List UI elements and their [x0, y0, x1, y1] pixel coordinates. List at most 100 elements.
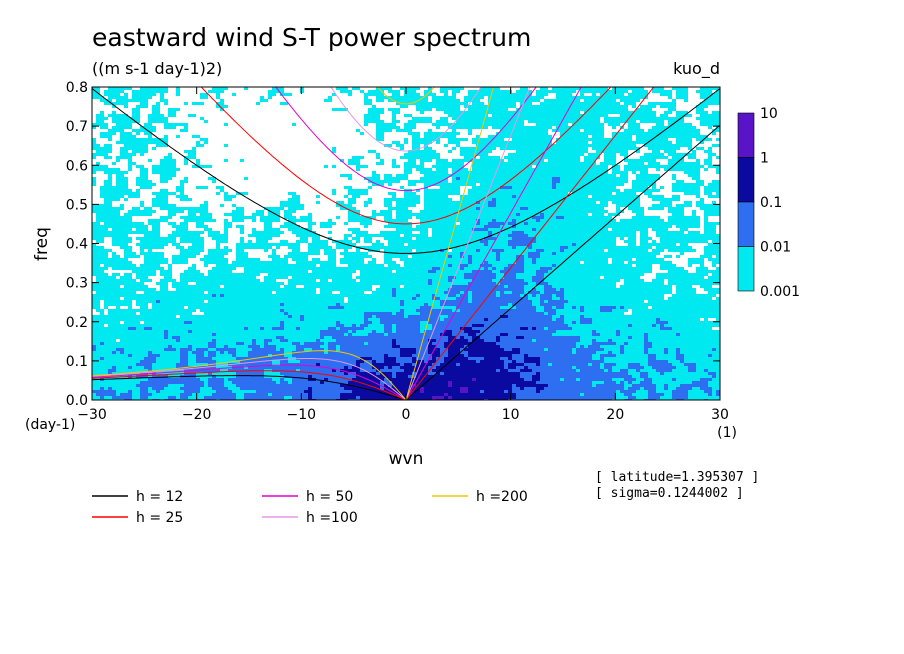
power-cell — [700, 105, 704, 108]
power-cell — [384, 174, 388, 177]
power-cell — [640, 231, 644, 234]
power-cell — [604, 216, 608, 219]
power-cell — [604, 159, 608, 162]
power-cell — [380, 162, 384, 165]
power-cell — [576, 216, 580, 219]
power-cell — [524, 105, 528, 108]
power-cell — [592, 120, 596, 123]
power-cell — [344, 90, 348, 93]
power-cell — [572, 198, 576, 201]
power-cell — [552, 147, 556, 150]
power-cell — [492, 222, 496, 225]
power-cell — [152, 108, 156, 111]
power-cell — [152, 114, 156, 117]
power-cell — [648, 156, 652, 159]
power-cell — [384, 234, 388, 237]
power-cell — [488, 93, 492, 96]
power-cell — [664, 156, 668, 159]
power-cell — [492, 162, 496, 165]
power-cell — [708, 243, 712, 246]
power-cell — [532, 171, 536, 174]
power-cell — [408, 201, 412, 204]
power-cell — [668, 201, 672, 204]
power-cell — [556, 192, 560, 195]
power-cell — [452, 123, 456, 126]
power-cell — [460, 222, 464, 225]
power-cell — [540, 180, 544, 183]
power-cell — [660, 156, 664, 159]
power-cell — [140, 96, 144, 99]
power-cell — [632, 90, 636, 93]
power-cell — [596, 168, 600, 171]
power-cell — [616, 150, 620, 153]
power-cell — [320, 243, 324, 246]
power-cell — [472, 99, 476, 102]
power-cell — [468, 201, 472, 204]
power-cell — [404, 207, 408, 210]
power-cell — [128, 189, 132, 192]
power-cell — [108, 210, 112, 213]
power-cell — [700, 135, 704, 138]
power-cell — [624, 132, 628, 135]
power-cell — [564, 234, 568, 237]
power-cell — [384, 177, 388, 180]
power-cell — [548, 171, 552, 174]
power-cell — [612, 231, 616, 234]
power-cell — [620, 222, 624, 225]
power-cell — [292, 243, 296, 246]
power-cell — [316, 237, 320, 240]
power-cell — [100, 168, 104, 171]
power-cell — [576, 102, 580, 105]
power-cell — [516, 201, 520, 204]
power-cell — [508, 234, 512, 237]
power-cell — [92, 165, 96, 168]
power-cell — [476, 93, 480, 96]
power-cell — [624, 222, 628, 225]
power-cell — [712, 213, 716, 216]
power-cell — [704, 204, 708, 207]
power-cell — [480, 195, 484, 198]
power-cell — [308, 213, 312, 216]
power-cell — [404, 129, 408, 132]
power-cell — [716, 156, 720, 159]
power-cell — [616, 132, 620, 135]
power-cell — [628, 240, 632, 243]
power-cell — [592, 222, 596, 225]
power-cell — [116, 186, 120, 189]
power-cell — [492, 90, 496, 93]
power-cell — [576, 243, 580, 246]
power-cell — [428, 198, 432, 201]
power-cell — [704, 231, 708, 234]
power-cell — [520, 108, 524, 111]
power-cell — [108, 195, 112, 198]
power-cell — [540, 132, 544, 135]
power-cell — [164, 99, 168, 102]
power-cell — [492, 213, 496, 216]
power-cell — [688, 126, 692, 129]
power-cell — [508, 219, 512, 222]
power-cell — [620, 114, 624, 117]
power-cell — [632, 228, 636, 231]
power-cell — [572, 171, 576, 174]
power-cell — [520, 93, 524, 96]
power-cell — [348, 219, 352, 222]
power-cell — [408, 243, 412, 246]
power-cell — [652, 105, 656, 108]
power-cell — [524, 114, 528, 117]
power-cell — [288, 93, 292, 96]
power-cell — [252, 216, 256, 219]
power-cell — [660, 228, 664, 231]
power-cell — [648, 195, 652, 198]
power-cell — [492, 102, 496, 105]
power-cell — [524, 240, 528, 243]
power-cell — [480, 216, 484, 219]
power-cell — [536, 228, 540, 231]
power-cell — [472, 171, 476, 174]
power-cell — [392, 234, 396, 237]
power-cell — [116, 222, 120, 225]
power-cell — [564, 183, 568, 186]
power-cell — [412, 96, 416, 99]
power-cell — [488, 180, 492, 183]
power-cell — [684, 216, 688, 219]
power-cell — [448, 162, 452, 165]
